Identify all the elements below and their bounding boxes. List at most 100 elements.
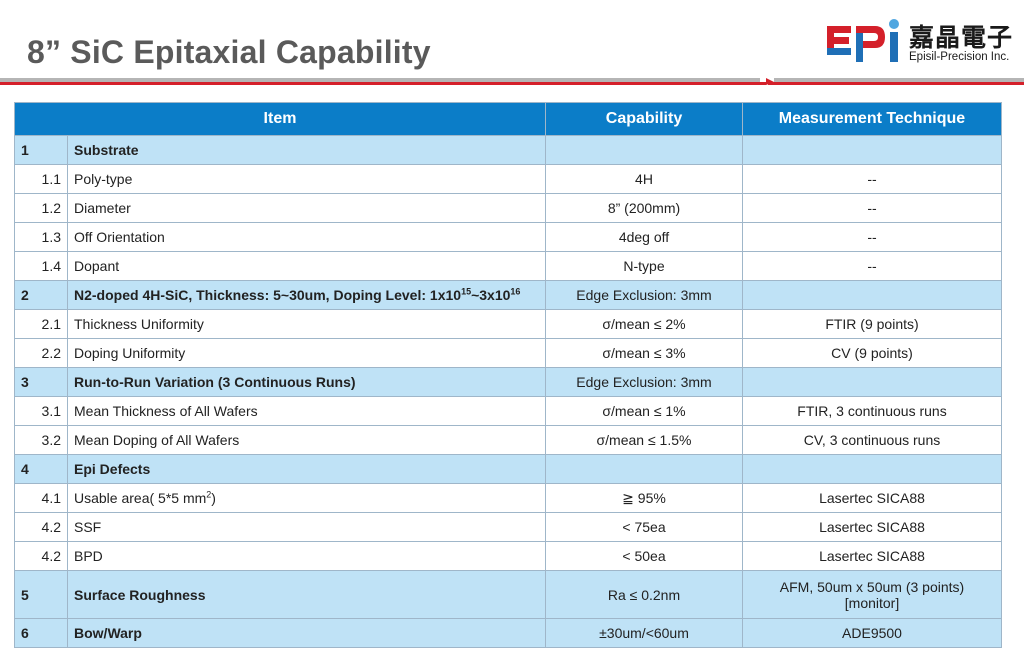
row-technique: CV (9 points) bbox=[742, 338, 1002, 368]
table-row: 3.2 Mean Doping of All Wafers σ/mean ≤ 1… bbox=[14, 425, 1002, 455]
row-technique bbox=[742, 135, 1002, 165]
row-capability: Edge Exclusion: 3mm bbox=[545, 367, 743, 397]
row-capability: 8” (200mm) bbox=[545, 193, 743, 223]
row-number: 3.1 bbox=[14, 396, 68, 426]
row-item: N2-doped 4H-SiC, Thickness: 5~30um, Dopi… bbox=[67, 280, 546, 310]
row-technique: -- bbox=[742, 164, 1002, 194]
table-row: 1.2 Diameter 8” (200mm) -- bbox=[14, 193, 1002, 223]
row-number: 2.2 bbox=[14, 338, 68, 368]
logo-english-name: Episil-Precision Inc. bbox=[909, 51, 1010, 63]
row-item: SSF bbox=[67, 512, 546, 542]
table-row: 5 Surface Roughness Ra ≤ 0.2nm AFM, 50um… bbox=[14, 570, 1002, 619]
table-row: 1.1 Poly-type 4H -- bbox=[14, 164, 1002, 194]
capability-table: Item Capability Measurement Technique 1 … bbox=[14, 102, 1002, 648]
row-item: Surface Roughness bbox=[67, 570, 546, 619]
table-header-row: Item Capability Measurement Technique bbox=[14, 102, 1002, 136]
row-item: Substrate bbox=[67, 135, 546, 165]
table-row: 2 N2-doped 4H-SiC, Thickness: 5~30um, Do… bbox=[14, 280, 1002, 310]
row-item: Dopant bbox=[67, 251, 546, 281]
row-technique bbox=[742, 280, 1002, 310]
row-capability: σ/mean ≤ 1% bbox=[545, 396, 743, 426]
row-number: 1.2 bbox=[14, 193, 68, 223]
row-number: 1 bbox=[14, 135, 68, 165]
row-item-text: N2-doped 4H-SiC, Thickness: 5~30um, Dopi… bbox=[74, 287, 462, 303]
row-number: 3 bbox=[14, 367, 68, 397]
row-number: 1.3 bbox=[14, 222, 68, 252]
row-item: Bow/Warp bbox=[67, 618, 546, 648]
row-capability: N-type bbox=[545, 251, 743, 281]
row-capability: 4deg off bbox=[545, 222, 743, 252]
row-capability: Edge Exclusion: 3mm bbox=[545, 280, 743, 310]
row-number: 4.2 bbox=[14, 541, 68, 571]
row-item: Run-to-Run Variation (3 Continuous Runs) bbox=[67, 367, 546, 397]
table-row: 4.2 BPD < 50ea Lasertec SICA88 bbox=[14, 541, 1002, 571]
row-item: BPD bbox=[67, 541, 546, 571]
row-capability bbox=[545, 454, 743, 484]
row-item-text-mid: ~3x10 bbox=[471, 287, 511, 303]
row-technique-line1: AFM, 50um x 50um (3 points) bbox=[779, 578, 965, 595]
row-technique-line2: [monitor] bbox=[844, 594, 900, 611]
row-item-exponent-2: 16 bbox=[510, 286, 521, 297]
row-technique: Lasertec SICA88 bbox=[742, 512, 1002, 542]
logo-chinese-name: 嘉晶電子 bbox=[909, 23, 1014, 52]
row-capability: < 75ea bbox=[545, 512, 743, 542]
row-capability: < 50ea bbox=[545, 541, 743, 571]
row-technique bbox=[742, 367, 1002, 397]
row-item: Mean Thickness of All Wafers bbox=[67, 396, 546, 426]
row-item: Diameter bbox=[67, 193, 546, 223]
table-row: 1 Substrate bbox=[14, 135, 1002, 165]
row-technique bbox=[742, 454, 1002, 484]
row-item: Off Orientation bbox=[67, 222, 546, 252]
row-number: 2.1 bbox=[14, 309, 68, 339]
row-number: 6 bbox=[14, 618, 68, 648]
header-item: Item bbox=[14, 102, 546, 136]
row-technique: Lasertec SICA88 bbox=[742, 483, 1002, 513]
table-row: 3.1 Mean Thickness of All Wafers σ/mean … bbox=[14, 396, 1002, 426]
row-item-text-suffix: ) bbox=[211, 490, 216, 506]
row-capability: Ra ≤ 0.2nm bbox=[545, 570, 743, 619]
row-item: Thickness Uniformity bbox=[67, 309, 546, 339]
row-number: 1.1 bbox=[14, 164, 68, 194]
row-capability: σ/mean ≤ 2% bbox=[545, 309, 743, 339]
row-capability: σ/mean ≤ 1.5% bbox=[545, 425, 743, 455]
row-item: Mean Doping of All Wafers bbox=[67, 425, 546, 455]
header-capability: Capability bbox=[545, 102, 743, 136]
table-row: 1.4 Dopant N-type -- bbox=[14, 251, 1002, 281]
row-capability: σ/mean ≤ 3% bbox=[545, 338, 743, 368]
row-technique: -- bbox=[742, 251, 1002, 281]
row-item: Usable area( 5*5 mm2) bbox=[67, 483, 546, 513]
row-item-exponent: 2 bbox=[206, 489, 212, 500]
table-row: 4.2 SSF < 75ea Lasertec SICA88 bbox=[14, 512, 1002, 542]
row-item-text: Usable area( 5*5 mm bbox=[74, 490, 207, 506]
row-technique: FTIR (9 points) bbox=[742, 309, 1002, 339]
table-row: 2.1 Thickness Uniformity σ/mean ≤ 2% FTI… bbox=[14, 309, 1002, 339]
row-technique: -- bbox=[742, 222, 1002, 252]
row-technique: ADE9500 bbox=[742, 618, 1002, 648]
row-item: Epi Defects bbox=[67, 454, 546, 484]
row-technique: -- bbox=[742, 193, 1002, 223]
table-row: 6 Bow/Warp ±30um/<60um ADE9500 bbox=[14, 618, 1002, 648]
table-row: 4.1 Usable area( 5*5 mm2) ≧ 95% Lasertec… bbox=[14, 483, 1002, 513]
company-logo: 嘉晶電子 Episil-Precision Inc. bbox=[827, 14, 1017, 70]
row-technique: CV, 3 continuous runs bbox=[742, 425, 1002, 455]
row-capability: ±30um/<60um bbox=[545, 618, 743, 648]
row-item: Doping Uniformity bbox=[67, 338, 546, 368]
row-technique: Lasertec SICA88 bbox=[742, 541, 1002, 571]
row-number: 4.2 bbox=[14, 512, 68, 542]
table-row: 4 Epi Defects bbox=[14, 454, 1002, 484]
row-number: 5 bbox=[14, 570, 68, 619]
header-technique: Measurement Technique bbox=[742, 102, 1002, 136]
row-item: Poly-type bbox=[67, 164, 546, 194]
page-title: 8” SiC Epitaxial Capability bbox=[27, 34, 431, 70]
row-number: 2 bbox=[14, 280, 68, 310]
table-row: 3 Run-to-Run Variation (3 Continuous Run… bbox=[14, 367, 1002, 397]
row-number: 1.4 bbox=[14, 251, 68, 281]
row-capability bbox=[545, 135, 743, 165]
row-item-exponent: 15 bbox=[461, 286, 472, 297]
epi-logo-icon bbox=[827, 19, 899, 62]
row-number: 4 bbox=[14, 454, 68, 484]
row-number: 4.1 bbox=[14, 483, 68, 513]
row-technique: FTIR, 3 continuous runs bbox=[742, 396, 1002, 426]
row-number: 3.2 bbox=[14, 425, 68, 455]
row-technique: AFM, 50um x 50um (3 points) [monitor] bbox=[742, 570, 1002, 619]
